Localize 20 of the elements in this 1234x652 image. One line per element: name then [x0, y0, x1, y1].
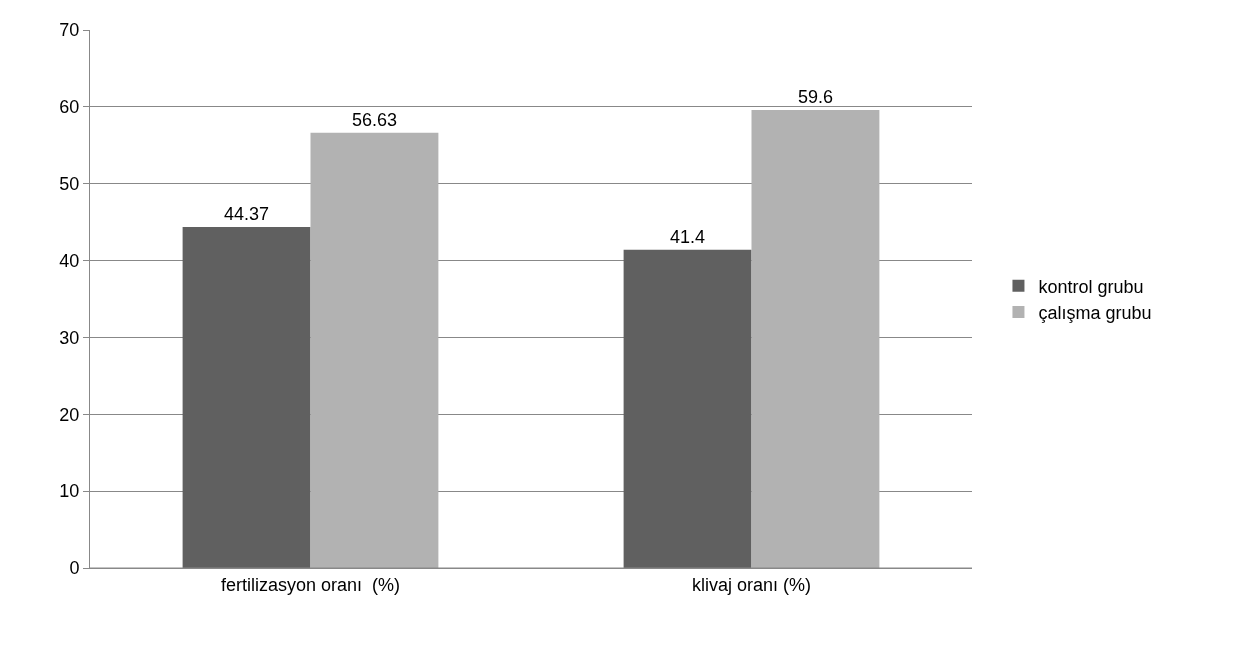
y-tick-label: 60 [59, 97, 80, 118]
bar [182, 226, 311, 568]
y-tick-label: 50 [59, 174, 80, 195]
y-tick-label: 30 [59, 327, 80, 348]
x-tick-label: fertilizasyon oranı (%) [220, 574, 401, 595]
y-tick-label: 70 [59, 20, 80, 41]
y-tick-label: 40 [59, 250, 80, 271]
legend-label: çalışma grubu [1038, 303, 1152, 324]
y-tick-label: 10 [59, 481, 80, 502]
data-label: 41.4 [670, 226, 706, 247]
bar [751, 109, 880, 568]
data-label: 44.37 [224, 203, 270, 224]
data-label: 59.6 [797, 86, 833, 107]
bar [310, 132, 439, 568]
y-tick-label: 0 [69, 558, 80, 579]
data-label: 56.63 [351, 109, 397, 130]
x-tick-label: klivaj oranı (%) [691, 574, 812, 595]
bar [623, 249, 752, 568]
legend-label: kontrol grubu [1038, 276, 1144, 297]
y-tick-label: 20 [59, 404, 80, 425]
